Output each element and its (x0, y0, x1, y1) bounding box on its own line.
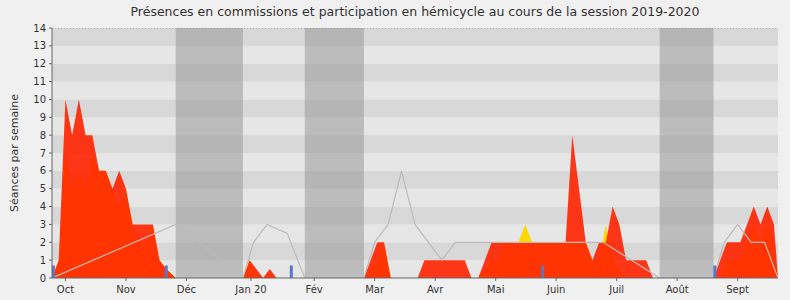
x-tick-label: Nov (116, 284, 136, 295)
grid (52, 28, 778, 278)
y-tick (49, 63, 52, 64)
x-tick (616, 278, 617, 281)
x-tick (435, 278, 436, 281)
x-tick (125, 278, 126, 281)
x-tick (314, 278, 315, 281)
plot-area (52, 28, 778, 278)
y-tick-label: 7 (40, 148, 46, 159)
y-tick-label: 3 (40, 219, 46, 230)
y-tick (49, 224, 52, 225)
chart: 01234567891011121314OctNovDécJan 20FévMa… (0, 0, 790, 300)
y-tick (49, 170, 52, 171)
y-tick (49, 188, 52, 189)
y-tick (49, 206, 52, 207)
reference-line (52, 28, 778, 29)
axes: 01234567891011121314OctNovDécJan 20FévMa… (33, 23, 778, 296)
y-tick-label: 1 (40, 255, 46, 266)
y-tick-label: 13 (33, 40, 46, 51)
y-tick-label: 8 (40, 130, 46, 141)
bar (541, 266, 544, 279)
y-tick-label: 12 (33, 58, 46, 69)
title: Présences en commissions et participatio… (131, 4, 700, 19)
y-tick (49, 81, 52, 82)
y-axis-label: Séances par semaine (8, 94, 21, 212)
x-axis-line (52, 278, 778, 279)
x-tick (374, 278, 375, 281)
x-tick (250, 278, 251, 281)
x-tick-label: Mai (487, 284, 505, 295)
x-tick-label: Fév (306, 284, 323, 295)
x-tick-label: Juil (608, 284, 624, 295)
x-tick-label: Déc (177, 284, 196, 295)
y-tick (49, 28, 52, 29)
y-tick (49, 278, 52, 279)
y-tick (49, 260, 52, 261)
vacation-band (176, 28, 243, 278)
y-tick-label: 0 (40, 273, 46, 284)
bar (290, 266, 293, 279)
x-tick-label: Août (666, 284, 689, 295)
y-tick (49, 45, 52, 46)
y-tick-label: 6 (40, 165, 46, 176)
y-tick (49, 117, 52, 118)
x-tick-label: Avr (427, 284, 444, 295)
y-tick-label: 11 (33, 76, 46, 87)
x-tick (556, 278, 557, 281)
x-tick-label: Juin (546, 284, 565, 295)
y-tick (49, 153, 52, 154)
y-tick-label: 2 (40, 237, 46, 248)
area (52, 153, 778, 278)
x-tick (495, 278, 496, 281)
y-tick-label: 9 (40, 112, 46, 123)
x-tick-label: Jan 20 (234, 284, 266, 295)
vacation-band (660, 28, 714, 278)
x-tick (677, 278, 678, 281)
x-tick-label: Oct (57, 284, 74, 295)
y-tick-label: 10 (33, 94, 46, 105)
y-tick-label: 14 (33, 23, 46, 34)
y-tick (49, 99, 52, 100)
bar (165, 266, 168, 279)
y-tick (49, 135, 52, 136)
vacation-band (305, 28, 364, 278)
x-tick-label: Sept (726, 284, 749, 295)
x-tick (186, 278, 187, 281)
y-tick-label: 4 (40, 201, 46, 212)
y-tick-label: 5 (40, 183, 46, 194)
area (52, 99, 778, 278)
bar (713, 266, 716, 279)
y-tick (49, 242, 52, 243)
average-line (52, 171, 778, 278)
x-tick-label: Mar (365, 284, 385, 295)
x-tick (65, 278, 66, 281)
x-tick (737, 278, 738, 281)
